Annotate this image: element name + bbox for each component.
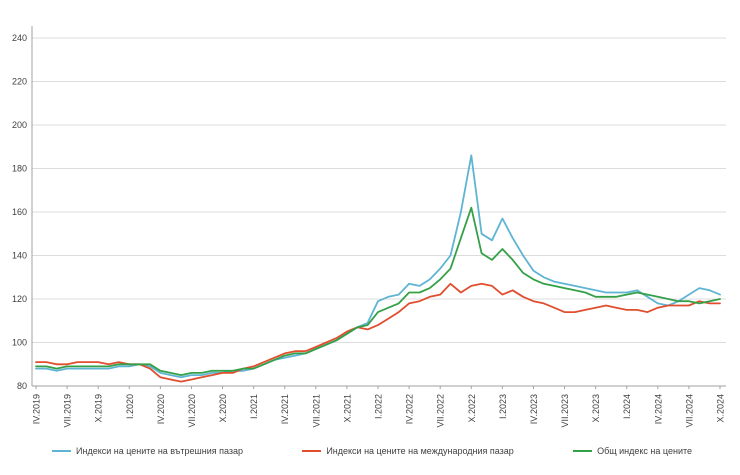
overall-series-line-swatch: [573, 450, 593, 452]
y-axis-tick-label: 140: [12, 251, 27, 261]
y-axis-tick-label: 120: [12, 294, 27, 304]
y-axis-tick-label: 200: [12, 120, 27, 130]
y-axis-tick-label: 240: [12, 33, 27, 43]
legend-item-international: Индекси на цените на международния пазар: [302, 446, 514, 456]
y-axis-tick-label: 160: [12, 207, 27, 217]
chart-legend: Индекси на цените на вътрешния пазар Инд…: [0, 441, 740, 461]
y-axis-tick-label: 80: [17, 381, 27, 391]
x-axis-tick-label: VII.2023: [560, 394, 570, 428]
plot-area: 80 100 120 140 160 180 200 220 240 IV.2019 VII.201…: [12, 26, 726, 428]
series-line-domestic: [35, 154, 721, 379]
x-axis-tick-label: X.2023: [591, 394, 601, 423]
x-axis-tick-label: I.2021: [249, 394, 259, 419]
legend-label-domestic: Индекси на цените на вътрешния пазар: [76, 446, 244, 456]
series-line-international: [35, 282, 721, 383]
x-axis-tick-label: X.2020: [218, 394, 228, 423]
legend-item-overall: Общ индекс на цените: [573, 446, 692, 456]
series-line-overall: [35, 206, 721, 377]
x-axis-tick-label: X.2021: [342, 394, 352, 423]
legend-label-overall: Общ индекс на цените: [597, 446, 692, 456]
y-axis-tick-label: 220: [12, 77, 27, 87]
x-axis-tick-label: VII.2024: [684, 394, 694, 428]
x-axis-tick-label: VII.2019: [63, 394, 73, 428]
x-axis-tick-label: X.2024: [716, 394, 726, 423]
x-axis-tick-label: IV.2019: [32, 394, 42, 424]
x-axis-tick-label: VII.2020: [187, 394, 197, 428]
x-axis-tick-label: I.2022: [374, 394, 384, 419]
x-axis-tick-label: X.2022: [467, 394, 477, 423]
y-axis-tick-label: 100: [12, 338, 27, 348]
x-axis-tick-label: IV.2023: [529, 394, 539, 424]
x-axis-tick-label: VII.2021: [311, 394, 321, 428]
x-axis-tick-label: IV.2020: [156, 394, 166, 424]
x-axis-tick-label: IV.2022: [405, 394, 415, 424]
x-axis-tick-label: I.2020: [125, 394, 135, 419]
x-axis-tick-label: I.2023: [498, 394, 508, 419]
domestic-series-line-swatch: [52, 450, 71, 452]
y-axis-tick-label: 180: [12, 164, 27, 174]
x-axis-tick-label: IV.2021: [280, 394, 290, 424]
x-axis-tick-label: IV.2024: [653, 394, 663, 424]
x-axis-tick-label: I.2024: [622, 394, 632, 419]
international-series-line-swatch: [302, 450, 322, 452]
x-axis-tick-label: VII.2022: [436, 394, 446, 428]
legend-item-domestic: Индекси на цените на вътрешния пазар: [52, 446, 243, 456]
legend-label-international: Индекси на цените на международния пазар: [326, 446, 514, 456]
x-axis-tick-label: X.2019: [94, 394, 104, 423]
